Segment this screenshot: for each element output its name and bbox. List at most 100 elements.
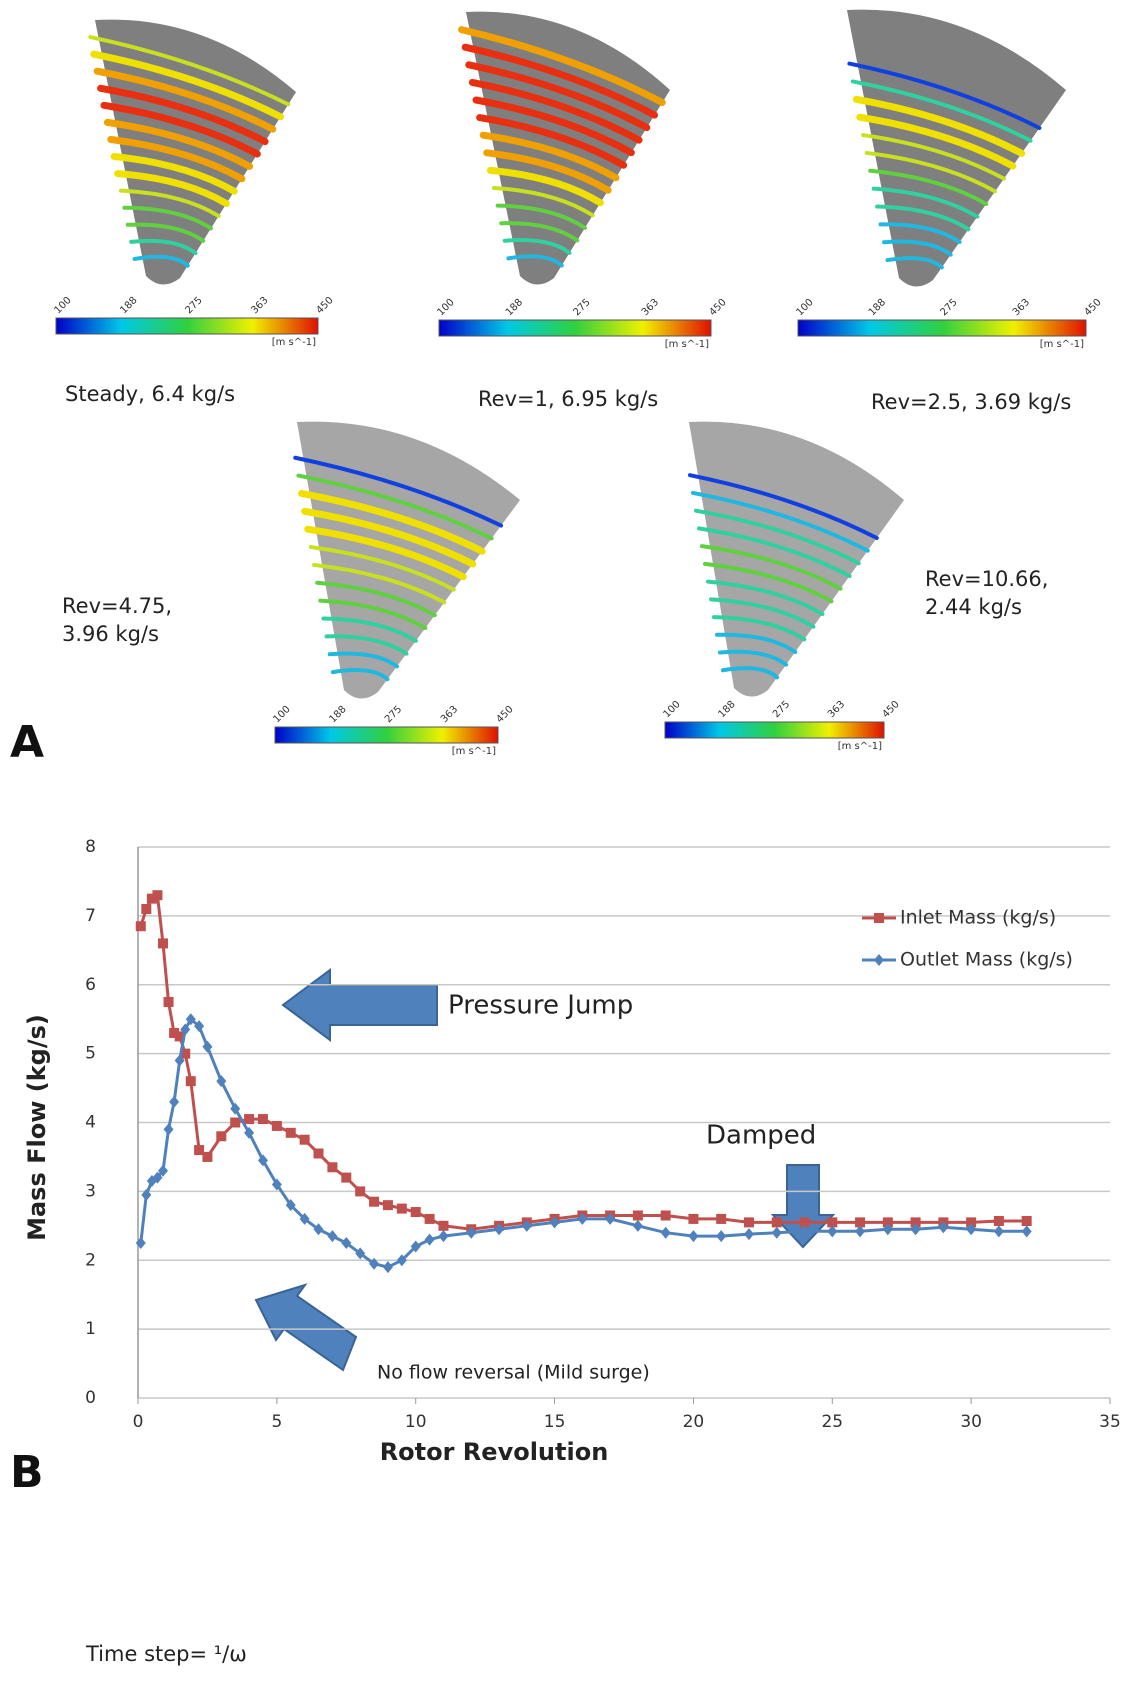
velocity-vectors bbox=[330, 668, 390, 682]
impeller-passage bbox=[847, 9, 1066, 287]
data-point bbox=[743, 1228, 754, 1241]
colorbar-tick-label: 363 bbox=[439, 704, 460, 725]
x-tick-label: 5 bbox=[271, 1412, 282, 1432]
data-point bbox=[185, 1013, 196, 1026]
footnote: Time step= ¹/ω bbox=[85, 1642, 247, 1666]
velocity-vectors bbox=[852, 95, 1026, 157]
data-point bbox=[410, 1207, 421, 1218]
panel-label: A bbox=[10, 717, 44, 768]
data-point bbox=[271, 1178, 282, 1191]
colorbar-tick-label: 188 bbox=[118, 295, 139, 316]
y-tick-label: 1 bbox=[85, 1319, 96, 1339]
velocity-vectors bbox=[878, 222, 962, 244]
velocity-vectors bbox=[122, 205, 213, 231]
velocity-vectors bbox=[90, 50, 285, 121]
legend-label: Inlet Mass (kg/s) bbox=[900, 907, 1056, 929]
velocity-vectors bbox=[856, 113, 1017, 170]
legend-label: Outlet Mass (kg/s) bbox=[900, 949, 1073, 971]
velocity-vectors bbox=[847, 61, 1042, 130]
data-point bbox=[327, 1230, 338, 1243]
data-point bbox=[882, 1223, 893, 1236]
y-tick-label: 6 bbox=[85, 975, 96, 995]
data-point bbox=[632, 1219, 643, 1232]
data-point bbox=[716, 1213, 727, 1224]
data-point bbox=[180, 1048, 191, 1059]
y-axis-label: Mass Flow (kg/s) bbox=[23, 1014, 51, 1241]
data-point bbox=[152, 890, 163, 901]
data-point bbox=[494, 1223, 505, 1236]
velocity-vectors bbox=[486, 166, 604, 207]
velocity-vectors bbox=[298, 489, 486, 555]
velocity-vectors bbox=[492, 186, 595, 218]
colorbar-tick-label: 188 bbox=[717, 699, 738, 720]
data-point bbox=[135, 921, 146, 932]
colorbar-unit: [m s^-1] bbox=[272, 337, 316, 348]
velocity-vectors bbox=[312, 562, 447, 605]
colorbar-tick-label: 450 bbox=[707, 297, 728, 318]
data-point bbox=[382, 1261, 393, 1274]
data-point bbox=[141, 903, 152, 914]
velocity-vectors bbox=[110, 153, 238, 195]
data-point bbox=[910, 1223, 921, 1236]
data-point bbox=[355, 1186, 366, 1197]
data-point bbox=[185, 1076, 196, 1087]
velocity-vectors bbox=[114, 170, 230, 208]
y-tick-label: 2 bbox=[85, 1250, 96, 1270]
data-point bbox=[194, 1020, 205, 1033]
colorbar-tick-label: 275 bbox=[383, 704, 404, 725]
velocity-vectors bbox=[119, 188, 221, 218]
colorbar-tick-label: 363 bbox=[640, 297, 661, 318]
x-tick-label: 0 bbox=[133, 1412, 144, 1432]
velocity-vectors bbox=[875, 204, 971, 232]
snapshot-caption: 2.44 kg/s bbox=[925, 595, 1022, 619]
data-point bbox=[285, 1127, 296, 1138]
data-point bbox=[771, 1226, 782, 1239]
colorbar-tick-label: 100 bbox=[661, 699, 682, 720]
velocity-vectors bbox=[324, 634, 409, 656]
data-point bbox=[688, 1213, 699, 1224]
data-point bbox=[257, 1154, 268, 1167]
data-point bbox=[1021, 1215, 1032, 1226]
data-point bbox=[341, 1172, 352, 1183]
impeller-passage bbox=[689, 421, 904, 697]
data-point bbox=[632, 1210, 643, 1221]
data-point bbox=[382, 1200, 393, 1211]
colorbar-tick-label: 363 bbox=[1011, 297, 1032, 318]
annotation: Damped bbox=[706, 1121, 816, 1151]
colorbar bbox=[664, 721, 885, 739]
velocity-vectors bbox=[129, 238, 198, 256]
data-point bbox=[882, 1217, 893, 1228]
velocity-vectors bbox=[712, 615, 807, 642]
colorbar-tick-label: 188 bbox=[867, 297, 888, 318]
velocity-vectors bbox=[861, 133, 1006, 181]
velocity-vectors bbox=[499, 221, 580, 243]
data-point bbox=[244, 1126, 255, 1139]
data-point bbox=[799, 1217, 810, 1228]
velocity-vectors bbox=[479, 131, 620, 182]
velocity-vectors bbox=[721, 666, 780, 680]
velocity-vectors bbox=[97, 84, 269, 146]
data-point bbox=[141, 1188, 152, 1201]
velocity-vectors bbox=[103, 118, 254, 170]
velocity-vectors bbox=[468, 78, 643, 144]
panel-b: B Pressure Jump Damped No flow reversal … bbox=[10, 837, 1121, 1666]
x-tick-label: 15 bbox=[544, 1412, 566, 1432]
data-point bbox=[688, 1230, 699, 1243]
colorbar-tick-label: 100 bbox=[52, 295, 73, 316]
data-point bbox=[993, 1225, 1004, 1238]
y-tick-label: 3 bbox=[85, 1181, 96, 1201]
data-point bbox=[194, 1145, 205, 1156]
x-axis-label: Rotor Revolution bbox=[380, 1438, 609, 1466]
data-point bbox=[910, 1217, 921, 1228]
velocity-vectors bbox=[694, 508, 861, 566]
colorbar-tick-label: 450 bbox=[1082, 297, 1103, 318]
panel-a: 100 188 275 363 450 [m s^-1] Steady, 6.4 kg/s 1… bbox=[52, 9, 1104, 757]
data-point bbox=[605, 1212, 616, 1225]
data-point bbox=[827, 1217, 838, 1228]
data-point bbox=[521, 1219, 532, 1232]
data-point bbox=[716, 1230, 727, 1243]
velocity-vectors bbox=[472, 96, 635, 157]
data-point bbox=[660, 1210, 671, 1221]
data-point bbox=[424, 1233, 435, 1246]
